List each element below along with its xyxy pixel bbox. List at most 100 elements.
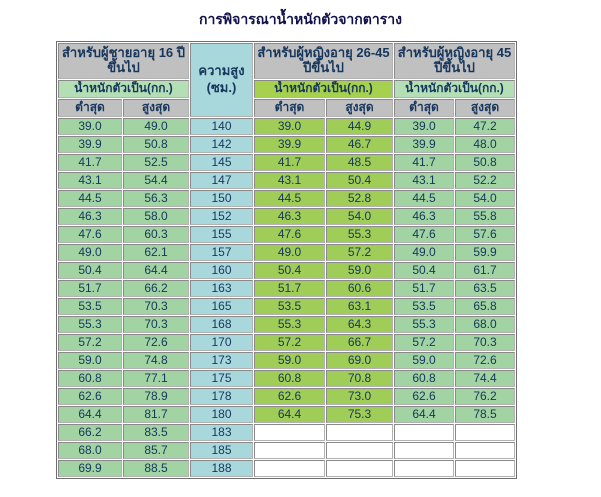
- women-45-min-cell: 41.7: [394, 154, 454, 171]
- height-cell: 175: [190, 370, 253, 387]
- women-26-45-max-cell: 63.1: [326, 298, 393, 315]
- table-row: 44.5 56.3 150 44.5 52.8 44.5 54.0: [58, 190, 515, 207]
- men-max-cell: 54.4: [123, 172, 189, 189]
- height-cell: 163: [190, 280, 253, 297]
- women-26-45-max-cell: 55.3: [326, 226, 393, 243]
- women-45-max-cell: 57.6: [455, 226, 515, 243]
- table-row: 69.9 88.5 188: [58, 460, 515, 477]
- table-row: 50.4 64.4 160 50.4 59.0 50.4 61.7: [58, 262, 515, 279]
- height-cell: 180: [190, 406, 253, 423]
- women-26-45-max-cell: [326, 460, 393, 477]
- height-cell: 178: [190, 388, 253, 405]
- height-cell: 173: [190, 352, 253, 369]
- women-26-45-min-cell: 43.1: [254, 172, 325, 189]
- women-45-min-cell: [394, 424, 454, 441]
- women-45-max-cell: 59.9: [455, 244, 515, 261]
- height-cell: 140: [190, 118, 253, 135]
- women-45-max-cell: 65.8: [455, 298, 515, 315]
- women-26-45-max-cell: [326, 424, 393, 441]
- women-26-45-min-cell: 60.8: [254, 370, 325, 387]
- table-row: 51.7 66.2 163 51.7 60.6 51.7 63.5: [58, 280, 515, 297]
- height-cell: 165: [190, 298, 253, 315]
- men-max-cell: 56.3: [123, 190, 189, 207]
- women-26-45-max-cell: 59.0: [326, 262, 393, 279]
- women-26-45-min-cell: 49.0: [254, 244, 325, 261]
- table-row: 68.0 85.7 185: [58, 442, 515, 459]
- women-26-45-max-cell: 48.5: [326, 154, 393, 171]
- men-min-header: ต่ำสุด: [58, 99, 122, 117]
- men-max-cell: 70.3: [123, 298, 189, 315]
- women-45-max-cell: 55.8: [455, 208, 515, 225]
- height-cell: 152: [190, 208, 253, 225]
- women-45-max-cell: [455, 460, 515, 477]
- women-45-min-header: ต่ำสุด: [394, 99, 454, 117]
- women-45-max-cell: [455, 424, 515, 441]
- page-title: การพิจารณาน้ำหนักตัวจากตาราง: [199, 11, 402, 27]
- women-26-45-min-cell: 47.6: [254, 226, 325, 243]
- women-45-min-cell: 47.6: [394, 226, 454, 243]
- men-min-cell: 64.4: [58, 406, 122, 423]
- women-45-max-cell: 72.6: [455, 352, 515, 369]
- women-26-45-min-cell: 39.0: [254, 118, 325, 135]
- table-row: 49.0 62.1 157 49.0 57.2 49.0 59.9: [58, 244, 515, 261]
- men-min-cell: 46.3: [58, 208, 122, 225]
- women-26-45-max-cell: 50.4: [326, 172, 393, 189]
- women-26-45-max-cell: 64.3: [326, 316, 393, 333]
- women-26-45-min-cell: 62.6: [254, 388, 325, 405]
- women-26-45-min-cell: 46.3: [254, 208, 325, 225]
- women-45-group-header: สำหรับผู้หญิงอายุ 45 ปีขึ้นไป: [394, 43, 515, 79]
- men-max-cell: 85.7: [123, 442, 189, 459]
- height-cell: 150: [190, 190, 253, 207]
- men-max-cell: 81.7: [123, 406, 189, 423]
- height-cell: 188: [190, 460, 253, 477]
- table-row: 59.0 74.8 173 59.0 69.0 59.0 72.6: [58, 352, 515, 369]
- women-45-max-cell: 78.5: [455, 406, 515, 423]
- women-45-max-cell: 76.2: [455, 388, 515, 405]
- women-45-max-cell: 63.5: [455, 280, 515, 297]
- men-min-cell: 39.0: [58, 118, 122, 135]
- women-26-45-min-cell: 57.2: [254, 334, 325, 351]
- men-min-cell: 43.1: [58, 172, 122, 189]
- height-cell: 183: [190, 424, 253, 441]
- men-min-cell: 60.8: [58, 370, 122, 387]
- women-45-min-cell: 39.0: [394, 118, 454, 135]
- women-26-45-max-cell: 60.6: [326, 280, 393, 297]
- height-cell: 147: [190, 172, 253, 189]
- men-max-cell: 60.3: [123, 226, 189, 243]
- women-26-45-max-cell: 44.9: [326, 118, 393, 135]
- men-min-cell: 50.4: [58, 262, 122, 279]
- height-cell: 157: [190, 244, 253, 261]
- women-26-45-max-header: สูงสุด: [326, 99, 393, 117]
- men-min-cell: 51.7: [58, 280, 122, 297]
- women-26-45-max-cell: 70.8: [326, 370, 393, 387]
- men-min-cell: 69.9: [58, 460, 122, 477]
- women-45-min-cell: 60.8: [394, 370, 454, 387]
- men-max-cell: 62.1: [123, 244, 189, 261]
- table-row: 64.4 81.7 180 64.4 75.3 64.4 78.5: [58, 406, 515, 423]
- min-max-header-row: ต่ำสุด สูงสุด ต่ำสุด สูงสุด ต่ำสุด สูงสุ…: [58, 99, 515, 117]
- women-45-min-cell: 46.3: [394, 208, 454, 225]
- height-unit: (ซม.): [206, 80, 237, 95]
- women-26-45-min-cell: 64.4: [254, 406, 325, 423]
- men-max-cell: 70.3: [123, 316, 189, 333]
- women-26-45-min-cell: 50.4: [254, 262, 325, 279]
- men-max-cell: 88.5: [123, 460, 189, 477]
- women-26-45-group-header: สำหรับผู้หญิงอายุ 26-45 ปีขึ้นไป: [254, 43, 393, 79]
- men-min-cell: 39.9: [58, 136, 122, 153]
- women-26-45-max-cell: 46.7: [326, 136, 393, 153]
- height-cell: 155: [190, 226, 253, 243]
- women-26-45-max-cell: 52.8: [326, 190, 393, 207]
- men-max-cell: 66.2: [123, 280, 189, 297]
- women-26-45-max-cell: 54.0: [326, 208, 393, 225]
- women-45-min-cell: 44.5: [394, 190, 454, 207]
- men-max-header: สูงสุด: [123, 99, 189, 117]
- women-26-45-min-cell: [254, 424, 325, 441]
- men-min-cell: 59.0: [58, 352, 122, 369]
- men-min-cell: 68.0: [58, 442, 122, 459]
- weight-label-row: น้ำหนักตัวเป็น(กก.) น้ำหนักตัวเป็น(กก.) …: [58, 80, 515, 98]
- men-max-cell: 78.9: [123, 388, 189, 405]
- women-45-min-cell: 50.4: [394, 262, 454, 279]
- table-row: 39.0 49.0 140 39.0 44.9 39.0 47.2: [58, 118, 515, 135]
- men-min-cell: 41.7: [58, 154, 122, 171]
- men-min-cell: 55.3: [58, 316, 122, 333]
